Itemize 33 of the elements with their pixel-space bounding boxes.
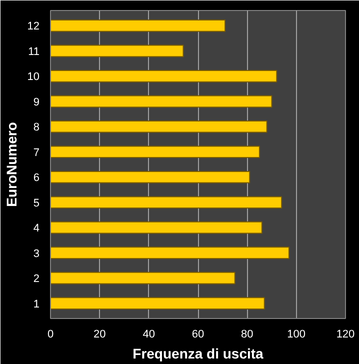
x-axis-title: Frequenza di uscita	[132, 346, 264, 362]
y-axis-title: EuroNumero	[3, 122, 20, 207]
y-tick-label: 1	[33, 298, 40, 310]
bar	[50, 146, 260, 158]
bar	[50, 246, 290, 260]
x-tick-label: 80	[241, 328, 254, 340]
y-tick-label: 8	[33, 122, 40, 134]
bar	[50, 272, 236, 284]
x-tick-label: 100	[287, 328, 306, 340]
x-tick-label: 60	[192, 328, 204, 340]
bar	[50, 120, 268, 133]
bar	[50, 297, 265, 310]
bar	[50, 44, 184, 58]
y-tick-label: 11	[28, 46, 40, 58]
bar	[50, 70, 278, 82]
y-tick-label: 3	[33, 248, 40, 260]
x-tick-label: 120	[336, 328, 355, 340]
bar	[50, 95, 272, 108]
x-tick-label: 40	[142, 328, 155, 340]
y-tick-label: 4	[33, 222, 40, 235]
y-tick-label: 9	[33, 96, 40, 108]
bar	[50, 196, 282, 209]
y-tick-label: 5	[33, 197, 40, 210]
bar	[50, 221, 262, 234]
x-tick-label: 20	[94, 328, 106, 340]
y-tick-label: 12	[27, 20, 40, 33]
bar	[50, 170, 250, 184]
y-tick-label: 7	[33, 146, 40, 159]
x-tick-label: 0	[47, 328, 54, 340]
y-tick-label: 2	[33, 273, 40, 286]
y-tick-label: 10	[27, 71, 40, 84]
bar	[50, 19, 226, 32]
y-tick-label: 6	[33, 172, 40, 184]
